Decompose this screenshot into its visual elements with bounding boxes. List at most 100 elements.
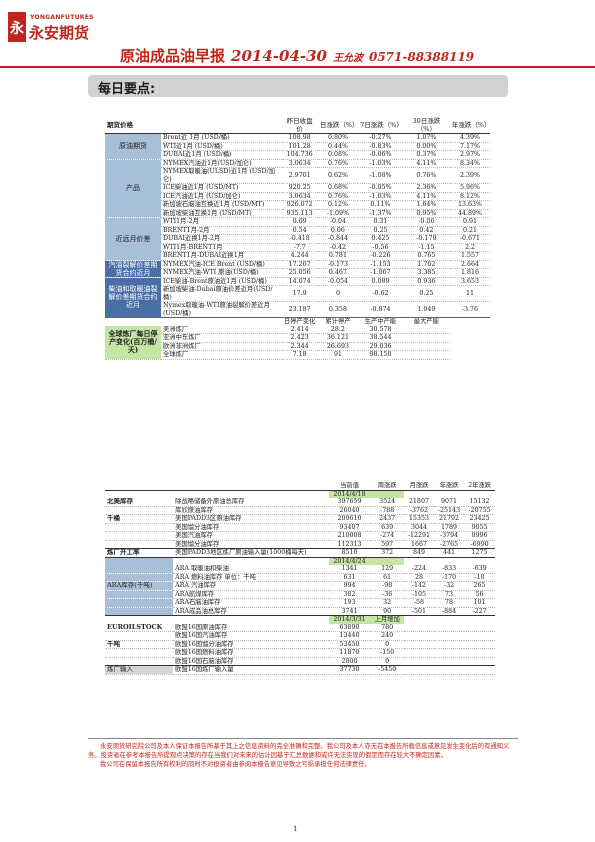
cell-value: 1789 bbox=[433, 523, 465, 532]
cell-value: 3741 bbox=[328, 607, 371, 616]
cell-value: -0.27% bbox=[358, 133, 403, 143]
row-label: ARA 汽油库存 bbox=[173, 581, 329, 591]
cell-value: 0.31 bbox=[358, 217, 403, 227]
row-label: 美国馏分油库存 bbox=[173, 523, 329, 532]
table-row: 全球炼厂每日停产变化(百万桶/天) 美洲炼厂 2.414 28.2 30.578 bbox=[105, 325, 490, 360]
table-row: 美国汽油库存 210008 -274 -12291 -3794 8996 bbox=[105, 531, 495, 541]
row-label: BRENT1月-2月 bbox=[161, 226, 282, 235]
cell-value: 0.06 bbox=[317, 226, 359, 235]
row-label: ARA航煤库存 bbox=[173, 590, 329, 599]
table-row: 全球炼厂 7.18 91 98.158 bbox=[105, 350, 490, 360]
cell-value: 17.267 bbox=[281, 260, 318, 269]
cell-value: 56 bbox=[464, 590, 495, 599]
cell-value: 0.76% bbox=[317, 192, 359, 201]
cell-value: 28.2 bbox=[317, 325, 359, 334]
cell-value: 53450 bbox=[328, 640, 371, 649]
table-row: 炼厂开工率 美国PADD3地区炼厂原油输入量(1000桶每天) 8510 372 849… bbox=[105, 548, 495, 558]
cell-value: -58 bbox=[403, 598, 434, 608]
cell-value: 73 bbox=[433, 590, 465, 599]
cell-value: -142 bbox=[403, 581, 434, 591]
cell-value: 108.98 bbox=[281, 133, 318, 143]
cell-value: -1.03% bbox=[358, 192, 403, 201]
cell-value: 129 bbox=[370, 565, 404, 574]
table-row: 北美库存 除战略储备外原油总库存 397659 3524 21807 9071 15132 bbox=[105, 498, 495, 507]
table-row: EUROILSTOCK 欧盟16国原油库存 63890 780 bbox=[105, 623, 495, 632]
column-header: 7日涨跌（%） bbox=[358, 117, 403, 134]
table-row: BRENT1月-DUBAI近换1月 4.244 0.781 -0.226 0.765 1.… bbox=[105, 251, 490, 261]
cell-value: 0.91 bbox=[449, 217, 490, 227]
row-label: ARA 取暖油和柴油 bbox=[173, 565, 329, 574]
cell-value: 0.12% bbox=[317, 200, 359, 210]
unit-label: 千吨 bbox=[105, 640, 174, 649]
cell-value: 0.11% bbox=[358, 200, 403, 210]
row-label: ICE柴油近1月 (USD/MT) bbox=[161, 183, 282, 193]
table-row: 原油期货 Brent近 1月 (USD/桶) 108.98 0.80% -0.27% 1.… bbox=[105, 133, 490, 160]
cell-value: -884 bbox=[433, 607, 465, 616]
cell-value: 3044 bbox=[403, 523, 434, 532]
column-header: 昨日收盘价 bbox=[281, 117, 318, 134]
cell-value: -3.76 bbox=[449, 301, 490, 318]
column-header: 年涨跌（%） bbox=[449, 117, 490, 134]
cell-value: 2.39% bbox=[449, 167, 490, 184]
cell-value: 372 bbox=[370, 548, 404, 558]
cell-value: -227 bbox=[464, 607, 495, 616]
cell-value: -0.418 bbox=[281, 234, 318, 244]
unit-label: 千桶 bbox=[105, 514, 174, 524]
cell-value: 382 bbox=[328, 590, 371, 599]
report-title: 原油成品油早报 2014-04-30 王允波 0571-88388119 bbox=[120, 47, 475, 65]
cell-value: -5450 bbox=[370, 665, 404, 675]
row-label: 美国PADD3区原油库存 bbox=[173, 514, 329, 524]
row-label: WTI1月-BRENT1月 bbox=[161, 243, 282, 252]
cell-value: 1.07% bbox=[402, 133, 450, 143]
row-label: 欧盟16国燃料油库存 bbox=[173, 648, 329, 658]
report-header: 永 YONGANFUTURES 永安期货 原油成品油早报 2014-04-30 王允… bbox=[0, 0, 595, 68]
cell-value: 4.11% bbox=[402, 192, 450, 201]
cell-value: 37730 bbox=[328, 665, 371, 675]
table-row: WTI近1月 (USD/桶) 101.28 0.44% -0.83% 0.00% 7.17… bbox=[105, 142, 490, 151]
cell-value: -501 bbox=[403, 607, 434, 616]
page-number: 1 bbox=[293, 825, 298, 833]
table-row: ARA成品油总库存 3741 90 -501 -884 -227 bbox=[105, 607, 495, 616]
table-row: 欧洲非洲炼厂 2.344 26.693 29.036 bbox=[105, 342, 490, 351]
cell-value: 0.781 bbox=[317, 251, 359, 261]
cell-value: 14.074 bbox=[281, 277, 318, 286]
cell-value: -105 bbox=[403, 590, 434, 599]
cell-value: 265 bbox=[464, 581, 495, 591]
cell-value: 2.36% bbox=[402, 183, 450, 193]
cell-value: -12291 bbox=[403, 531, 434, 541]
cell-value: -20755 bbox=[464, 506, 495, 515]
cell-value: -0.04 bbox=[317, 217, 359, 227]
cell-value: 0.425 bbox=[358, 234, 403, 244]
cell-value: 0.358 bbox=[317, 301, 359, 318]
cell-value: 2.664 bbox=[449, 260, 490, 269]
cell-value: 2800 bbox=[328, 657, 371, 666]
cell-value: -170 bbox=[433, 573, 465, 582]
cell-value: 240 bbox=[370, 631, 404, 641]
cell-value: 78 bbox=[433, 598, 465, 608]
group-label: 原油期货 bbox=[105, 133, 161, 160]
cell-value: -1.067 bbox=[358, 268, 403, 278]
group-label: 近远月价差 bbox=[105, 217, 161, 261]
cell-value: 0.68% bbox=[317, 183, 359, 193]
cell-value: -10 bbox=[464, 573, 495, 582]
cell-value: 7.17% bbox=[449, 142, 490, 151]
group-label: ARA库存(千吨) bbox=[105, 581, 174, 591]
column-header: 日涨跌（%） bbox=[317, 117, 359, 134]
cell-value: 3.0634 bbox=[281, 192, 318, 201]
cell-value: 0.08% bbox=[317, 150, 359, 160]
cell-value: 38.544 bbox=[358, 333, 403, 343]
cell-value: 210008 bbox=[328, 531, 371, 541]
cell-value: 0.936 bbox=[402, 277, 450, 286]
cell-value: 90 bbox=[370, 607, 404, 616]
cell-value: -833 bbox=[433, 565, 465, 574]
cell-value: 8.34% bbox=[449, 159, 490, 168]
row-label: 美国PADD3地区炼厂原油输入量(1000桶每天) bbox=[173, 548, 329, 558]
cell-value: 0.42 bbox=[402, 226, 450, 235]
cell-value: -0.56 bbox=[358, 243, 403, 252]
cell-value: -0.06% bbox=[358, 150, 403, 160]
table-row: 千桶 美国PADD3区原油库存 209610 2437 15353 21792 23425 bbox=[105, 514, 495, 524]
column-header: 30日涨跌（%） bbox=[402, 117, 450, 134]
cell-value: -0.179 bbox=[402, 234, 450, 244]
cell-value: 397659 bbox=[328, 498, 371, 507]
header-divider bbox=[0, 66, 595, 68]
